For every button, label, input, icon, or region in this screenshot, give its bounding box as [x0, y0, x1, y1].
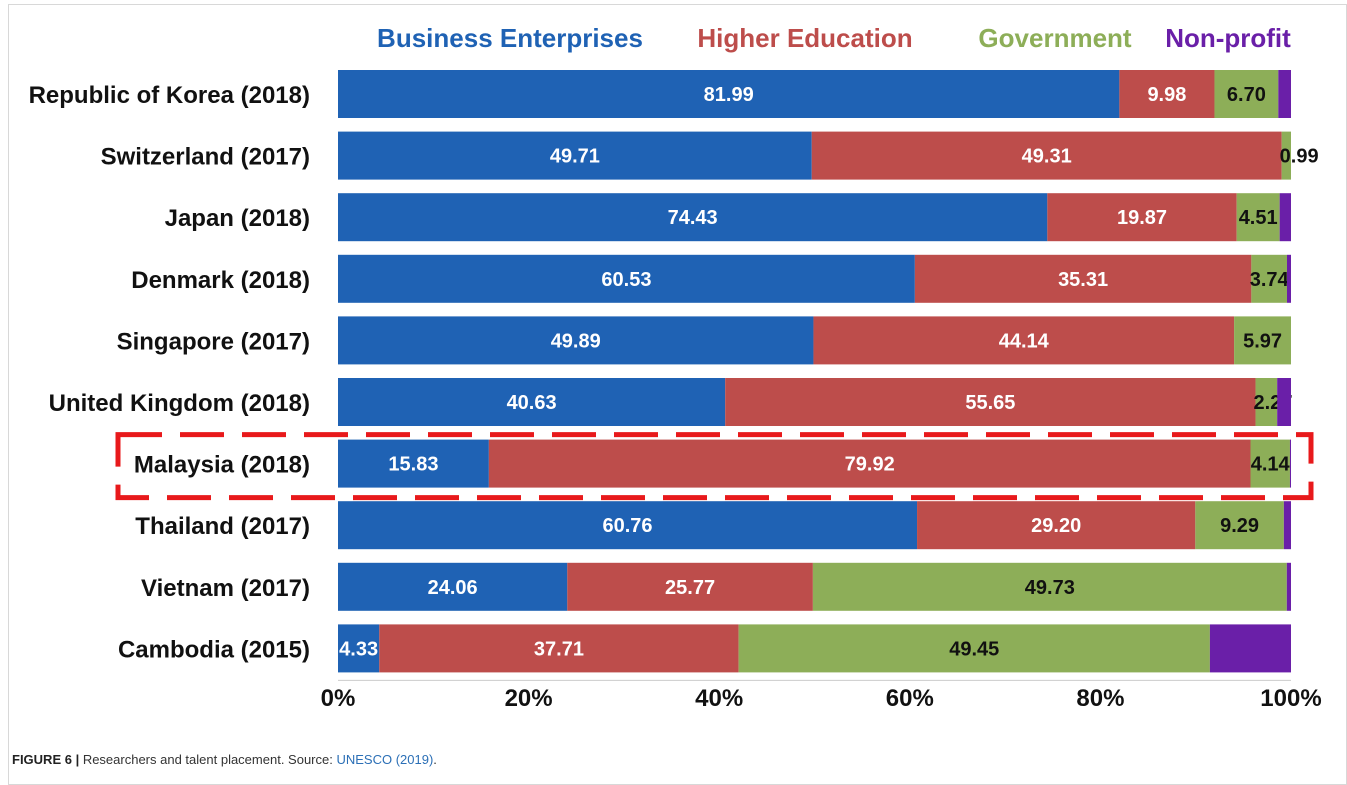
bar-segment: [1278, 70, 1291, 118]
bar-segment: [812, 562, 1287, 611]
data-label: 49.45: [949, 638, 999, 660]
bar-segment: [379, 624, 739, 673]
bar-segment: [338, 131, 812, 180]
bar-segment: [1236, 193, 1280, 242]
bar-segment: [338, 316, 814, 365]
bar-segment: [1286, 562, 1291, 611]
bar-segment: [1195, 501, 1284, 550]
bar-segment: [338, 439, 489, 488]
bar-segment: [1283, 501, 1291, 550]
bar-segment: [917, 501, 1196, 550]
legend-item-higher-education: Higher Education: [697, 23, 912, 53]
data-label: 55.65: [965, 392, 1015, 414]
data-label: 60.53: [601, 269, 651, 291]
category-label: Thailand (2017): [135, 513, 310, 540]
bar-segment: [1286, 254, 1291, 303]
bar-segment: [1234, 316, 1291, 365]
caption-text: Researchers and talent placement. Source…: [79, 752, 337, 767]
x-tick-label: 40%: [695, 685, 743, 712]
x-tick-label: 100%: [1260, 685, 1321, 712]
bar-segment: [738, 624, 1210, 673]
category-label: Japan (2018): [165, 205, 310, 232]
bar-segment: [1119, 70, 1215, 118]
bar-segment: [338, 562, 568, 611]
legend-item-business-enterprises: Business Enterprises: [377, 23, 643, 53]
category-label: Singapore (2017): [117, 328, 310, 355]
bar-segment: [1289, 439, 1291, 488]
data-label: 4.14: [1251, 454, 1291, 476]
bar-segment: [567, 562, 813, 611]
bar-segment: [338, 70, 1120, 118]
legend-item-government: Government: [978, 23, 1131, 53]
category-label: Switzerland (2017): [101, 144, 310, 171]
figure-number: FIGURE 6 |: [12, 752, 80, 767]
data-label: 60.76: [602, 515, 652, 537]
category-label: Cambodia (2015): [118, 636, 310, 663]
data-label: 79.92: [845, 454, 895, 476]
bar-segment: [1255, 378, 1278, 426]
data-label: 19.87: [1117, 207, 1167, 229]
bar-segment: [338, 254, 915, 303]
data-label: 49.89: [551, 330, 601, 352]
data-label: 49.71: [550, 146, 600, 168]
x-tick-label: 60%: [886, 685, 934, 712]
data-label: 0.99: [1280, 146, 1319, 168]
bar-segment: [1251, 254, 1287, 303]
bar-segment: [811, 131, 1282, 180]
x-tick-label: 80%: [1076, 685, 1124, 712]
data-label: 49.73: [1025, 577, 1075, 599]
x-tick-label: 20%: [505, 685, 553, 712]
bar-segment: [1214, 70, 1279, 118]
figure-caption: FIGURE 6 | Researchers and talent placem…: [12, 752, 437, 767]
caption-source: UNESCO (2019): [336, 752, 434, 767]
bar-segment: [1277, 378, 1291, 426]
data-label: 5.97: [1243, 330, 1282, 352]
category-label: Vietnam (2017): [141, 575, 310, 602]
bar-segment: [725, 378, 1256, 426]
bar-segment: [1047, 193, 1237, 242]
bar-segment: [338, 624, 380, 673]
bar-segment: [813, 316, 1235, 365]
bar-segment: [1209, 624, 1291, 673]
data-label: 49.31: [1022, 146, 1072, 168]
legend-item-non-profit: Non-profit: [1165, 23, 1291, 53]
data-label: 4.51: [1239, 207, 1278, 229]
caption-end: .: [433, 752, 437, 767]
data-label: 37.71: [534, 638, 584, 660]
bar-segment: [1279, 193, 1291, 242]
data-label: 81.99: [704, 84, 754, 106]
category-label: Republic of Korea (2018): [29, 82, 310, 109]
data-label: 4.33: [339, 638, 378, 660]
data-label: 40.63: [507, 392, 557, 414]
x-tick-label: 0%: [321, 685, 356, 712]
data-label: 9.98: [1147, 84, 1186, 106]
data-label: 25.77: [665, 577, 715, 599]
data-label: 3.74: [1250, 269, 1290, 291]
bar-segment: [338, 501, 918, 550]
bar-segment: [338, 193, 1048, 242]
data-label: 9.29: [1220, 515, 1259, 537]
category-label: Denmark (2018): [131, 267, 310, 294]
data-label: 15.83: [388, 454, 438, 476]
data-label: 6.70: [1227, 84, 1266, 106]
data-label: 44.14: [999, 330, 1050, 352]
data-label: 29.20: [1031, 515, 1081, 537]
category-label: United Kingdom (2018): [49, 390, 310, 417]
data-label: 74.43: [668, 207, 718, 229]
bar-segment: [1281, 131, 1291, 180]
bar-segment: [914, 254, 1252, 303]
bar-segment: [1250, 439, 1290, 488]
stacked-bar-chart: Business Enterprises Higher Education Gove…: [29, 23, 1322, 712]
data-label: 24.06: [428, 577, 478, 599]
bar-segment: [488, 439, 1251, 488]
highlight-box: [115, 432, 1314, 501]
bar-segment: [338, 378, 726, 426]
data-label: 35.31: [1058, 269, 1108, 291]
category-label: Malaysia (2018): [134, 452, 310, 479]
